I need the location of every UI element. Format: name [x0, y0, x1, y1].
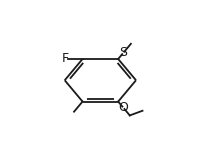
Text: O: O — [118, 101, 128, 114]
Text: S: S — [119, 46, 127, 59]
Text: F: F — [62, 52, 69, 66]
